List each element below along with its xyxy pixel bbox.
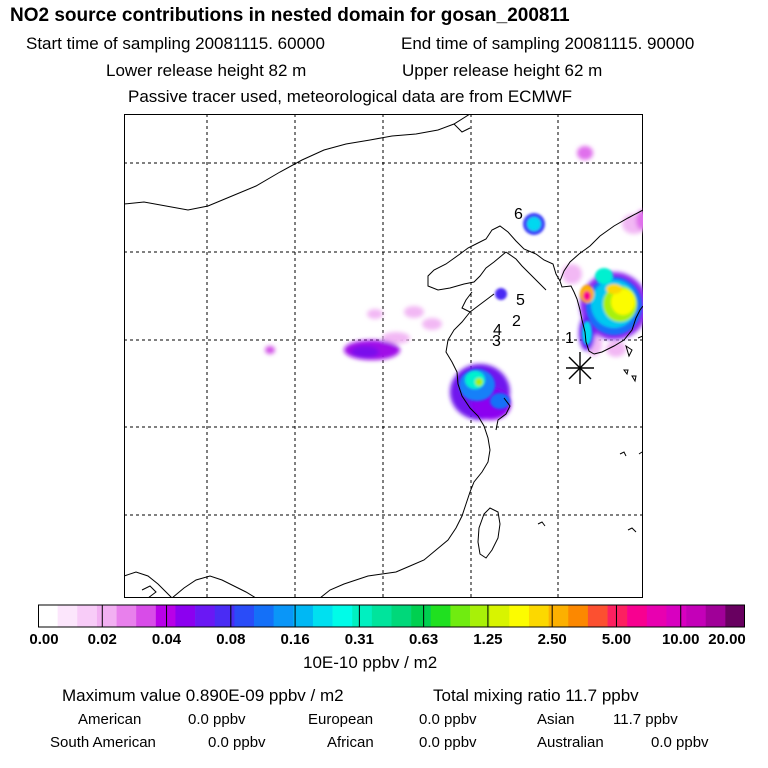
colorbar-segment <box>195 605 216 627</box>
colorbar-tick-label: 20.00 <box>708 631 746 648</box>
region-value-south-american: 0.0 ppbv <box>208 734 266 751</box>
colorbar-segment <box>155 605 176 627</box>
colorbar-frame <box>38 604 745 628</box>
region-name-australian: Australian <box>537 734 604 751</box>
station-label-3: 3 <box>492 333 501 350</box>
colorbar-segment <box>214 605 235 627</box>
upper-release-label: Upper release height 62 m <box>402 61 603 80</box>
colorbar-tick-label: 10.00 <box>661 631 700 648</box>
region-name-south-american: South American <box>50 734 156 751</box>
colorbar-segment <box>332 605 353 627</box>
concentration-plumes <box>265 146 643 420</box>
lat-lon-grid <box>124 114 643 598</box>
colorbar-segment <box>607 605 628 627</box>
station-label-1: 1 <box>565 330 574 347</box>
region-value-australian: 0.0 ppbv <box>651 734 709 751</box>
colorbar-segment <box>509 605 530 627</box>
colorbar-tick-label: 5.00 <box>601 631 632 648</box>
region-name-american: American <box>78 711 142 728</box>
colorbar-segment <box>254 605 274 627</box>
colorbar-segment <box>371 605 392 627</box>
region-name-european: European <box>308 711 374 728</box>
colorbar-segment <box>273 605 294 627</box>
colorbar-segment <box>725 605 745 627</box>
colorbar-segment <box>450 605 471 627</box>
colorbar-tick-label: 2.50 <box>537 631 567 648</box>
source-contribution-map: 1 2 3 4 5 6 <box>124 114 643 598</box>
colorbar-segment <box>548 605 569 627</box>
colorbar-segment <box>646 605 667 627</box>
colorbar-segment <box>470 605 490 627</box>
colorbar-segment <box>234 605 255 627</box>
station-label-6: 6 <box>514 206 523 223</box>
start-time-label: Start time of sampling 20081115. 60000 <box>26 34 325 53</box>
colorbar-segment <box>411 605 432 627</box>
station-label-5: 5 <box>516 292 525 309</box>
region-name-asian: Asian <box>537 711 575 728</box>
lower-release-label: Lower release height 82 m <box>106 61 307 80</box>
region-value-american: 0.0 ppbv <box>188 711 246 728</box>
maximum-value: Maximum value 0.890E-09 ppbv / m2 <box>62 686 344 705</box>
coastlines <box>124 114 643 598</box>
station-label-2: 2 <box>512 313 521 330</box>
colorbar-segment <box>293 605 314 627</box>
tracer-note: Passive tracer used, meteorological data… <box>128 87 573 106</box>
colorbar-tick-label: 0.16 <box>280 631 310 648</box>
colorbar-segment <box>175 605 196 627</box>
region-value-african: 0.0 ppbv <box>419 734 477 751</box>
region-name-african: African <box>327 734 374 751</box>
colorbar-segment <box>528 605 549 627</box>
colorbar-tick-label: 0.02 <box>87 631 117 648</box>
total-mixing-ratio: Total mixing ratio 11.7 ppbv <box>433 686 639 705</box>
region-value-asian: 11.7 ppbv <box>613 711 678 728</box>
colorbar-segment <box>705 605 726 627</box>
station-label-4: 4 <box>493 322 502 339</box>
colorbar-tick-label: 0.04 <box>151 631 182 648</box>
colorbar-unit: 10E-10 ppbv / m2 <box>303 653 438 672</box>
colorbar-tick-label: 0.00 <box>29 631 59 648</box>
colorbar-segment <box>391 605 412 627</box>
colorbar-tick-label: 0.31 <box>344 631 374 648</box>
colorbar-segment <box>352 605 373 627</box>
receptor-asterisk-icon <box>566 352 594 384</box>
colorbar-tick-label: 0.63 <box>409 631 439 648</box>
colorbar-segment <box>430 605 451 627</box>
colorbar-segment <box>686 605 707 627</box>
colorbar <box>38 604 745 628</box>
colorbar-tick-label: 1.25 <box>473 631 503 648</box>
colorbar-segment <box>568 605 589 627</box>
colorbar-segment <box>77 605 98 627</box>
colorbar-segment <box>312 605 333 627</box>
colorbar-segment <box>136 605 157 627</box>
colorbar-segment <box>666 605 687 627</box>
colorbar-segment <box>38 605 58 627</box>
colorbar-segment <box>587 605 608 627</box>
region-value-european: 0.0 ppbv <box>419 711 477 728</box>
map-title: NO2 source contributions in nested domai… <box>10 5 570 26</box>
end-time-label: End time of sampling 20081115. 90000 <box>401 34 695 53</box>
colorbar-segment <box>57 605 78 627</box>
colorbar-segment <box>116 605 137 627</box>
colorbar-tick-label: 0.08 <box>216 631 246 648</box>
colorbar-segment <box>489 605 510 627</box>
colorbar-segment <box>627 605 648 627</box>
colorbar-segment <box>96 605 117 627</box>
